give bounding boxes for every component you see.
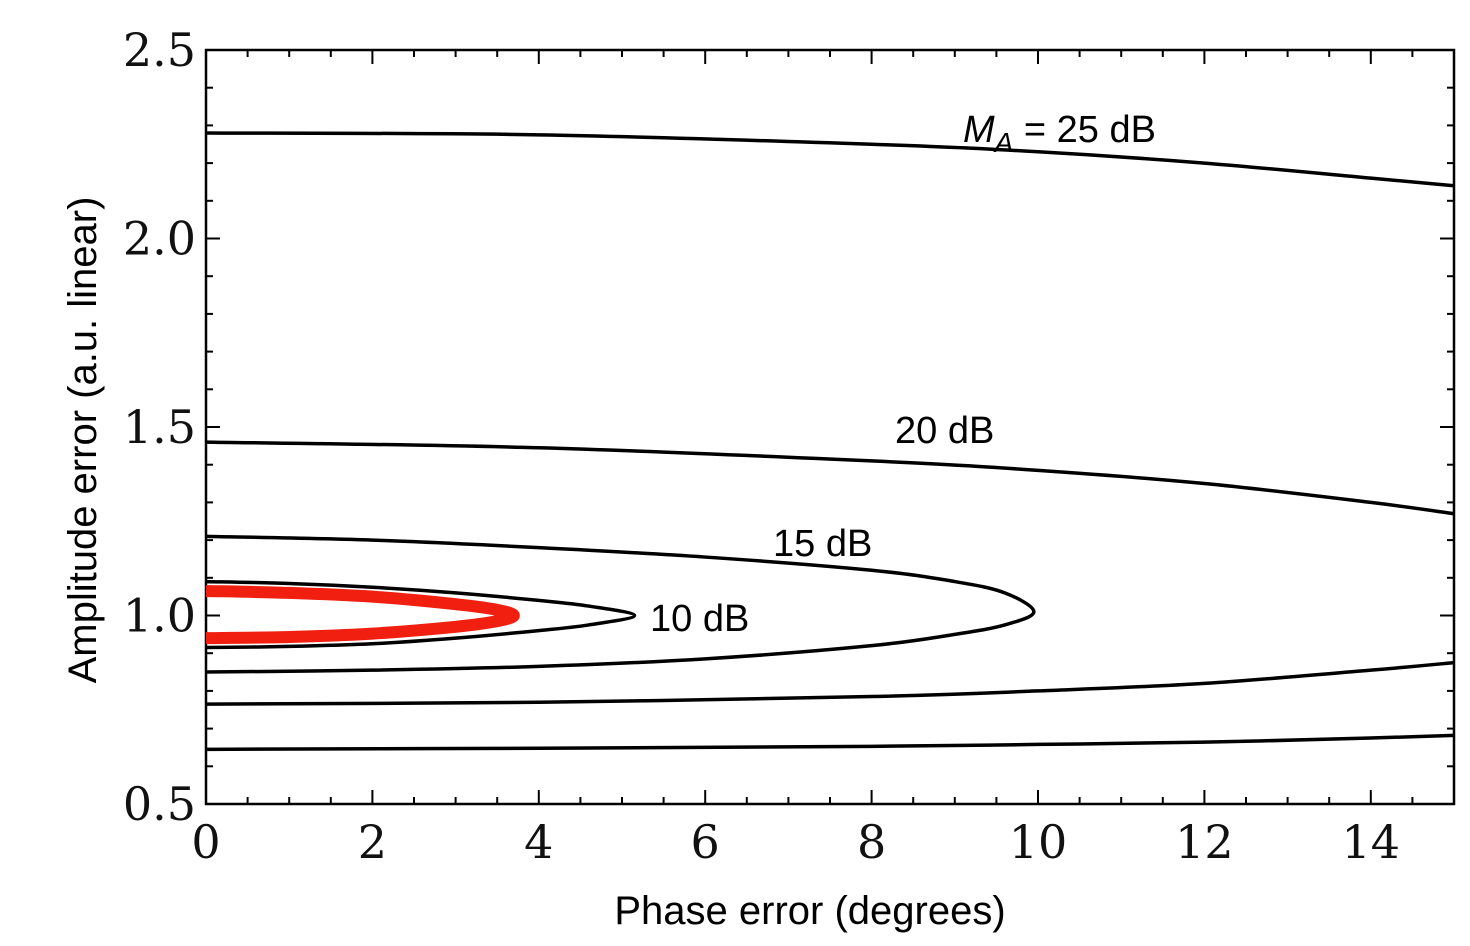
contour-25db-upper: [205, 131, 1455, 188]
contour-label-25db: MA = 25 dB: [963, 109, 1156, 158]
x-tick-label: 4: [524, 815, 553, 869]
x-tick-label: 10: [1009, 815, 1068, 869]
y-tick-label: 2.5: [123, 23, 196, 77]
contour-15db: [205, 534, 1036, 674]
contour-label-25db-suffix: = 25 dB: [1013, 109, 1156, 151]
contour-label-25db-symbol: M: [963, 109, 995, 151]
x-tick-label: 2: [358, 815, 387, 869]
contour-20db-upper: [205, 440, 1455, 516]
x-tick-label: 8: [857, 815, 886, 869]
x-tick-label: 12: [1175, 815, 1234, 869]
contour-10db: [205, 579, 637, 650]
contour-label-20db: 20 dB: [895, 410, 994, 452]
contour-label-10db: 10 dB: [650, 598, 749, 640]
plot-frame: [204, 48, 1456, 806]
axis-ticks: [205, 49, 1455, 805]
contour-label-25db-subscript: A: [993, 127, 1014, 158]
tick-labels: 0 2 4 6 8 10 12 14 0.5 1.0 1.5 2.0 2.5: [123, 23, 1400, 869]
x-tick-label: 0: [191, 815, 220, 869]
x-axis-title: Phase error (degrees): [614, 889, 1005, 933]
contour-25db-lower: [205, 733, 1455, 752]
contour-curves: [205, 131, 1455, 752]
y-tick-label: 1.0: [123, 589, 196, 643]
y-tick-label: 0.5: [123, 777, 196, 831]
x-tick-label: 14: [1342, 815, 1401, 869]
x-tick-label: 6: [691, 815, 720, 869]
contour-20db-lower: [205, 660, 1455, 706]
y-axis-title: Amplitude error (a.u. linear): [61, 197, 105, 684]
y-tick-label: 1.5: [123, 400, 196, 454]
target-contour-red: [205, 584, 520, 645]
contour-label-15db: 15 dB: [773, 523, 872, 565]
y-tick-label: 2.0: [123, 212, 196, 266]
